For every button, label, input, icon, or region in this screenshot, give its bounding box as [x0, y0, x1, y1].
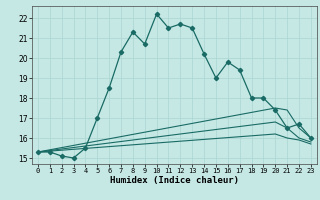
X-axis label: Humidex (Indice chaleur): Humidex (Indice chaleur)	[110, 176, 239, 185]
